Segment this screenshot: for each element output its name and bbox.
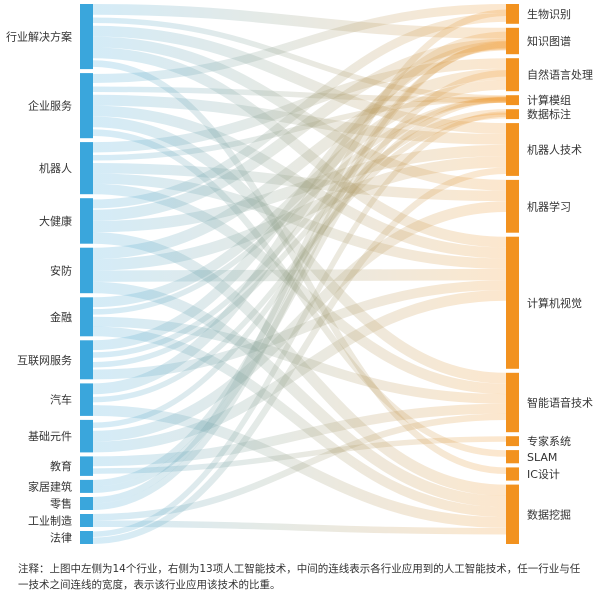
industry-bar-7 (80, 383, 93, 416)
flow-link-6 (92, 4, 507, 83)
industry-bar-4 (80, 247, 93, 294)
industry-label-6: 互联网服务 (17, 354, 72, 367)
industry-bar-8 (80, 419, 93, 453)
industry-bar-6 (80, 340, 93, 380)
technology-bar-6 (506, 179, 519, 233)
technology-label-11: IC设计 (527, 468, 560, 481)
technology-label-8: 智能语音技术 (527, 396, 593, 410)
technology-bar-1 (506, 27, 519, 55)
flow-link-33 (92, 31, 507, 395)
technology-bar-10 (506, 450, 519, 464)
technology-bar-0 (506, 4, 519, 24)
technology-label-10: SLAM (527, 451, 557, 464)
industry-label-5: 金融 (50, 310, 72, 324)
flow-link-14 (92, 163, 507, 202)
flow-link-38 (92, 290, 507, 453)
industry-label-9: 教育 (50, 459, 72, 473)
flow-link-21 (92, 68, 507, 260)
flow-link-31 (92, 109, 507, 368)
flow-link-30 (92, 96, 507, 358)
industry-label-4: 安防 (50, 264, 72, 278)
technology-bar-7 (506, 236, 519, 369)
industry-label-7: 汽车 (50, 393, 72, 407)
flow-links (92, 4, 507, 544)
industry-label-11: 零售 (50, 497, 72, 511)
technology-label-3: 计算模组 (527, 93, 571, 107)
industry-label-1: 企业服务 (28, 99, 72, 113)
technology-label-5: 机器人技术 (527, 143, 582, 157)
technology-label-2: 自然语言处理 (527, 68, 593, 82)
technology-label-9: 专家系统 (527, 434, 571, 448)
technology-label-4: 数据标注 (527, 107, 571, 121)
technology-label-12: 数据挖掘 (527, 507, 571, 521)
industry-label-3: 大健康 (39, 214, 72, 228)
technology-bar-8 (506, 372, 519, 433)
technology-bar-11 (506, 467, 519, 481)
industry-bar-11 (80, 497, 93, 510)
technology-bar-3 (506, 95, 519, 106)
industry-bar-12 (80, 514, 93, 527)
technology-bar-5 (506, 123, 519, 176)
technology-bar-2 (506, 58, 519, 92)
technology-nodes: 生物识别知识图谱自然语言处理计算模组数据标注机器人技术机器学习计算机视觉智能语音… (506, 4, 593, 544)
technology-bar-12 (506, 484, 519, 544)
flow-link-48 (92, 167, 507, 544)
technology-label-1: 知识图谱 (527, 34, 571, 48)
technology-bar-9 (506, 436, 519, 447)
industry-bar-2 (80, 142, 93, 195)
industry-nodes: 行业解决方案企业服务机器人大健康安防金融互联网服务汽车基础元件教育家居建筑零售工… (6, 4, 93, 545)
industry-bar-5 (80, 297, 93, 337)
industry-bar-3 (80, 198, 93, 244)
technology-bar-4 (506, 109, 519, 120)
industry-bar-0 (80, 4, 93, 70)
sankey-diagram: 行业解决方案企业服务机器人大健康安防金融互联网服务汽车基础元件教育家居建筑零售工… (6, 4, 593, 545)
footnote: 注释：上图中左侧为14个行业，右侧为13项人工智能技术，中间的连线表示各行业应用… (18, 563, 581, 591)
industry-bar-9 (80, 456, 93, 476)
industry-label-13: 法律 (50, 531, 72, 545)
industry-bar-13 (80, 531, 93, 544)
flow-link-16 (92, 183, 507, 395)
flow-link-4 (92, 47, 507, 248)
industry-bar-1 (80, 73, 93, 139)
industry-label-12: 工业制造 (28, 514, 72, 528)
industry-bar-10 (80, 479, 93, 493)
industry-label-8: 基础元件 (28, 430, 72, 443)
industry-label-10: 家居建筑 (28, 480, 72, 494)
flow-link-44 (92, 41, 507, 510)
flow-link-47 (92, 111, 507, 537)
industry-label-0: 行业解决方案 (6, 30, 72, 44)
technology-label-7: 计算机视觉 (527, 296, 582, 310)
technology-label-0: 生物识别 (527, 7, 571, 21)
technology-label-6: 机器学习 (527, 199, 571, 213)
flow-link-17 (92, 12, 507, 209)
flow-link-0 (92, 4, 507, 39)
industry-label-2: 机器人 (39, 161, 72, 175)
flow-link-43 (92, 9, 507, 504)
